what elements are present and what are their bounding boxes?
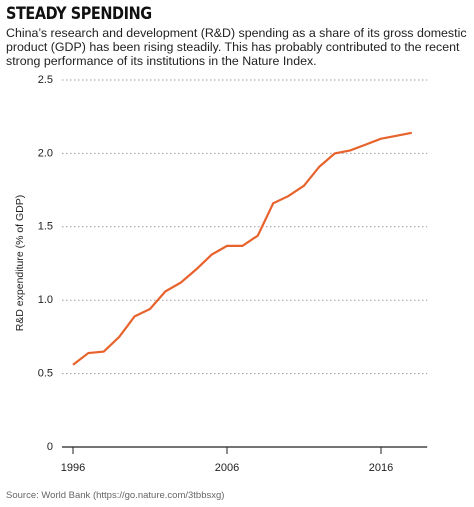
y-tick-label: 1.0 [38, 294, 53, 306]
y-tick-label: 0 [47, 441, 53, 453]
x-tick-label: 1996 [61, 462, 85, 474]
y-tick-label: 1.5 [38, 221, 53, 233]
y-axis-label: R&D expenditure (% of GDP) [14, 195, 26, 332]
source: Source: World Bank (https://go.nature.co… [6, 490, 225, 501]
x-tick-label: 2016 [369, 462, 393, 474]
x-tick-label: 2006 [215, 462, 239, 474]
y-tick-label: 2.0 [38, 147, 53, 159]
data-line [72, 131, 413, 366]
chart-title: STEADY SPENDING [6, 4, 152, 24]
y-tick-label: 2.5 [38, 74, 53, 86]
chart-subtitle: China’s research and development (R&D) s… [6, 26, 467, 68]
y-tick-label: 0.5 [38, 368, 53, 380]
